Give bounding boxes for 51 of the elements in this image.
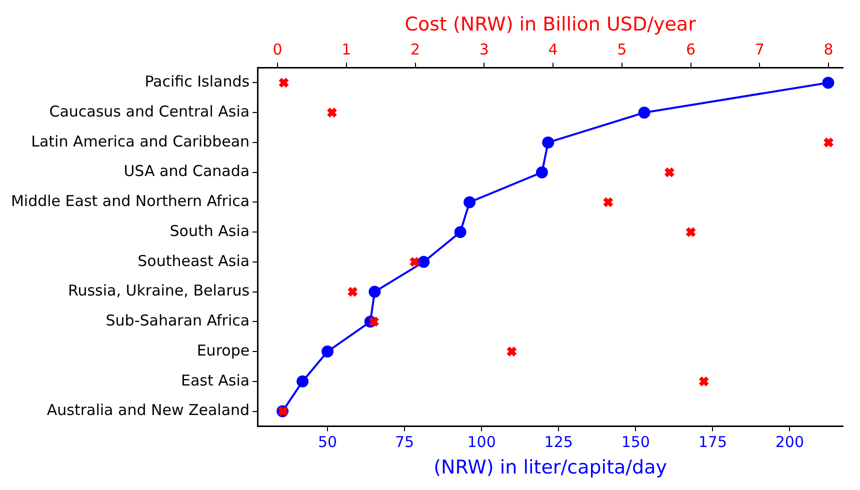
x-tick-label: 100 xyxy=(467,433,496,452)
point xyxy=(664,166,675,178)
x-tick-label: 175 xyxy=(698,433,727,452)
y-tick-label: USA and Canada xyxy=(124,162,250,180)
y-tick-label: Caucasus and Central Asia xyxy=(49,102,250,120)
x-tick-label: 50 xyxy=(318,433,338,452)
y-tick-label: South Asia xyxy=(170,222,250,240)
x2-tick-label: 5 xyxy=(617,40,627,59)
point xyxy=(602,196,614,208)
x2-tick-label: 7 xyxy=(754,40,764,59)
x2-axis-title: Cost (NRW) in Billion USD/year xyxy=(404,13,696,36)
point xyxy=(823,136,834,148)
point xyxy=(409,256,420,268)
x2-tick-label: 2 xyxy=(410,40,420,59)
y-tick-label: Europe xyxy=(196,341,250,360)
y-tick-label: Pacific Islands xyxy=(144,72,250,91)
point xyxy=(326,107,338,118)
point xyxy=(542,136,554,148)
point xyxy=(322,346,334,358)
x2-tick-label: 4 xyxy=(548,40,558,59)
x2-tick-label: 0 xyxy=(272,40,282,59)
point xyxy=(464,196,476,208)
point xyxy=(536,166,548,178)
point xyxy=(685,226,696,238)
y-tick-label: Russia, Ukraine, Belarus xyxy=(68,282,250,300)
x-tick-label: 75 xyxy=(395,433,414,452)
x2-tick-label: 3 xyxy=(479,40,489,59)
y-tick-label: Australia and New Zealand xyxy=(46,401,250,420)
point xyxy=(347,286,358,298)
x2-tick-label: 8 xyxy=(824,40,834,59)
point xyxy=(454,226,466,238)
x-axis-title: (NRW) in liter/capita/day xyxy=(434,456,668,479)
y-tick-label: Latin America and Caribbean xyxy=(31,132,250,150)
point xyxy=(368,286,381,298)
x-tick-label: 125 xyxy=(544,433,573,452)
point xyxy=(278,77,290,88)
point xyxy=(506,346,518,358)
point xyxy=(418,256,430,268)
point xyxy=(368,316,380,328)
y-tick-label: Southeast Asia xyxy=(138,252,250,270)
y-tick-label: Middle East and Northern Africa xyxy=(10,192,250,210)
x-tick-label: 150 xyxy=(621,433,650,452)
point xyxy=(822,76,834,89)
x2-tick-label: 6 xyxy=(686,40,696,59)
point xyxy=(296,375,309,388)
point xyxy=(698,376,710,387)
x-tick-label: 200 xyxy=(775,433,804,452)
x2-tick-label: 1 xyxy=(342,40,352,59)
y-tick-label: East Asia xyxy=(181,371,250,390)
y-tick-label: Sub-Saharan Africa xyxy=(106,312,250,330)
point xyxy=(638,106,650,119)
